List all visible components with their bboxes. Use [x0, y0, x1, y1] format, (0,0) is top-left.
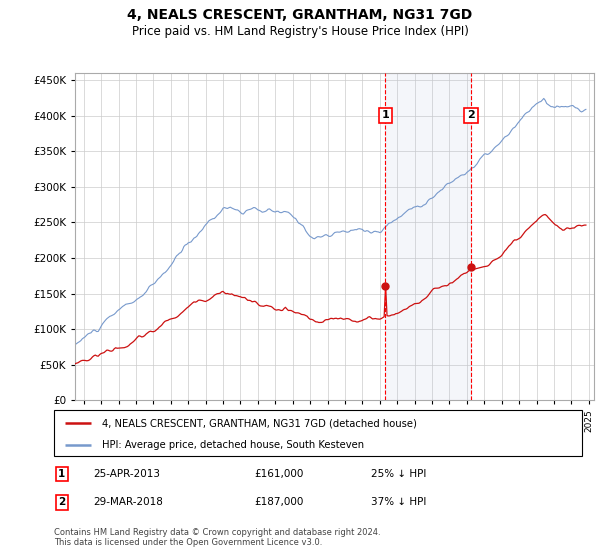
Text: 1: 1: [382, 110, 389, 120]
Text: 2: 2: [467, 110, 475, 120]
Text: £161,000: £161,000: [254, 469, 304, 479]
Text: 1: 1: [58, 469, 65, 479]
Text: Price paid vs. HM Land Registry's House Price Index (HPI): Price paid vs. HM Land Registry's House …: [131, 25, 469, 38]
Text: Contains HM Land Registry data © Crown copyright and database right 2024.
This d: Contains HM Land Registry data © Crown c…: [54, 528, 380, 547]
Text: HPI: Average price, detached house, South Kesteven: HPI: Average price, detached house, Sout…: [101, 440, 364, 450]
FancyBboxPatch shape: [54, 410, 582, 456]
Text: 25-APR-2013: 25-APR-2013: [94, 469, 161, 479]
Text: 4, NEALS CRESCENT, GRANTHAM, NG31 7GD (detached house): 4, NEALS CRESCENT, GRANTHAM, NG31 7GD (d…: [101, 418, 416, 428]
Text: 2: 2: [58, 497, 65, 507]
Text: 4, NEALS CRESCENT, GRANTHAM, NG31 7GD: 4, NEALS CRESCENT, GRANTHAM, NG31 7GD: [127, 8, 473, 22]
Text: 29-MAR-2018: 29-MAR-2018: [94, 497, 163, 507]
Text: 25% ↓ HPI: 25% ↓ HPI: [371, 469, 426, 479]
Text: £187,000: £187,000: [254, 497, 304, 507]
Text: 37% ↓ HPI: 37% ↓ HPI: [371, 497, 426, 507]
Bar: [385, 73, 471, 400]
